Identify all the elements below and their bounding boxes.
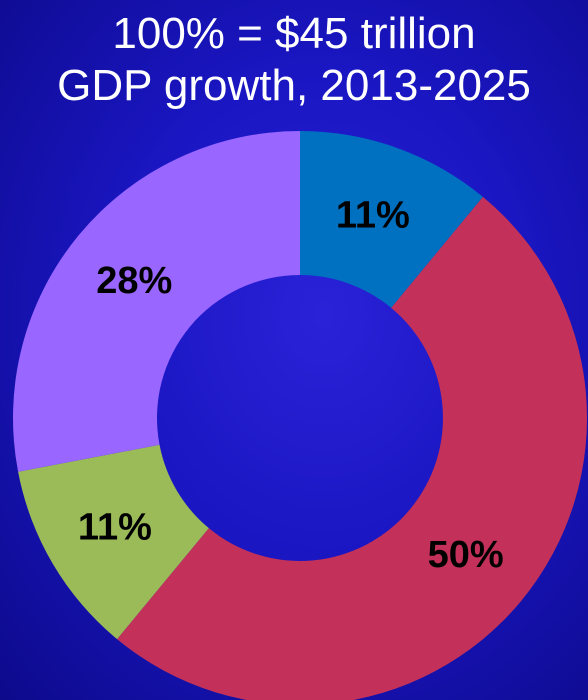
chart-title: 100% = $45 trillion GDP growth, 2013-202… — [0, 8, 588, 112]
slice-label-2: 50% — [428, 534, 504, 576]
slice-label-1: 11% — [336, 195, 410, 237]
donut-slice-2 — [117, 196, 587, 700]
donut-slice-4 — [12, 131, 300, 472]
donut-slices — [12, 131, 587, 700]
chart-title-line-1: 100% = $45 trillion — [112, 9, 476, 58]
donut-labels: 11% 50% 11% 28% — [78, 195, 504, 576]
slice-label-3: 11% — [78, 506, 152, 548]
chart-title-line-2: GDP growth, 2013-2025 — [57, 61, 531, 110]
donut-slice-1 — [300, 131, 483, 308]
donut-slice-3 — [18, 444, 209, 640]
slice-label-4: 28% — [96, 260, 172, 302]
